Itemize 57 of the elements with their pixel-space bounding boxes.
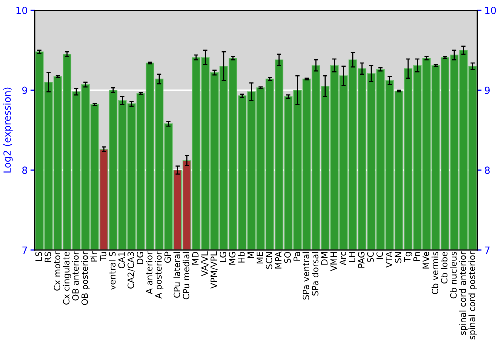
x-tick-label: VPM/VPL <box>210 252 218 289</box>
y-axis-title: Log2 (expression) <box>3 88 13 173</box>
y-tick-label: 10 <box>16 6 28 14</box>
x-tick-label: A posterior <box>155 252 164 299</box>
x-tick-label: SN <box>395 252 402 263</box>
x-tick-label: VMH <box>330 252 337 272</box>
y2-tick-label: 10 <box>486 6 496 14</box>
x-tick-label: Tu <box>100 252 107 262</box>
x-tick-label: CA1 <box>118 252 126 269</box>
x-tick-label: Arc <box>340 252 346 266</box>
x-tick-label: M <box>248 252 254 258</box>
x-tick-label: MG <box>229 252 236 265</box>
x-tick-label: LS <box>36 252 42 262</box>
x-tick-label: Pa <box>294 252 300 261</box>
x-tick-label: PAG <box>358 252 365 268</box>
x-tick-label: GP <box>164 252 172 264</box>
x-tick-label: Cx motor <box>54 252 61 291</box>
x-tick-label: MPA <box>275 252 282 269</box>
x-tick-label: OB posterior <box>82 252 90 306</box>
x-tick-label: spinal cord posterior <box>468 252 478 340</box>
x-tick-label: VTA <box>386 252 392 268</box>
x-tick-label: Cb lobe <box>441 252 448 284</box>
x-tick-label: Pn <box>414 252 420 262</box>
x-tick-label: Cb nucleus <box>450 252 457 299</box>
x-tick-label: SCN <box>266 252 273 269</box>
x-tick-label: CPu medial <box>182 252 190 300</box>
x-tick-label: Cx cingulate <box>63 252 72 305</box>
x-tick-label: VA/VL <box>202 252 209 276</box>
y-tick-label: 7 <box>22 246 28 254</box>
x-tick-label: SPa ventral <box>302 252 310 300</box>
x-tick-label: LG <box>220 252 226 262</box>
x-tick-label: RS <box>44 252 52 262</box>
x-tick-label: IC <box>376 252 384 260</box>
y2-tick-label: 8 <box>485 166 490 174</box>
x-tick-label: Pir <box>90 252 98 262</box>
x-tick-label: DG <box>137 252 144 264</box>
x-tick-label: CA2/CA3 <box>128 252 135 289</box>
x-tick-label: A anterior <box>146 252 153 294</box>
x-tick-label: CPu lateral <box>174 252 180 298</box>
x-tick-label: Hb <box>238 252 245 263</box>
x-tick-label: Tg <box>404 252 413 262</box>
x-tick-label: LH <box>349 252 356 262</box>
x-tick-label: spinal cord anterior <box>460 252 468 336</box>
x-tick-label: SPa dorsal <box>312 252 319 296</box>
y-tick-label: 8 <box>22 166 28 174</box>
x-tick-label: MVe <box>422 252 430 269</box>
x-tick-label: ME <box>256 252 264 264</box>
y2-tick-label: 9 <box>485 86 490 94</box>
x-tick-label: OB anterior <box>72 252 79 301</box>
x-tick-label: SC <box>367 252 374 263</box>
x-tick-label: SO <box>284 252 292 264</box>
x-tick-label: MD <box>192 252 199 265</box>
y-tick-label: 9 <box>22 86 28 94</box>
x-tick-label: DM <box>321 252 328 265</box>
x-tick-label: Cb vermis <box>432 252 439 294</box>
x-tick-label: ventral S <box>109 252 116 290</box>
y2-tick-label: 7 <box>485 246 490 254</box>
